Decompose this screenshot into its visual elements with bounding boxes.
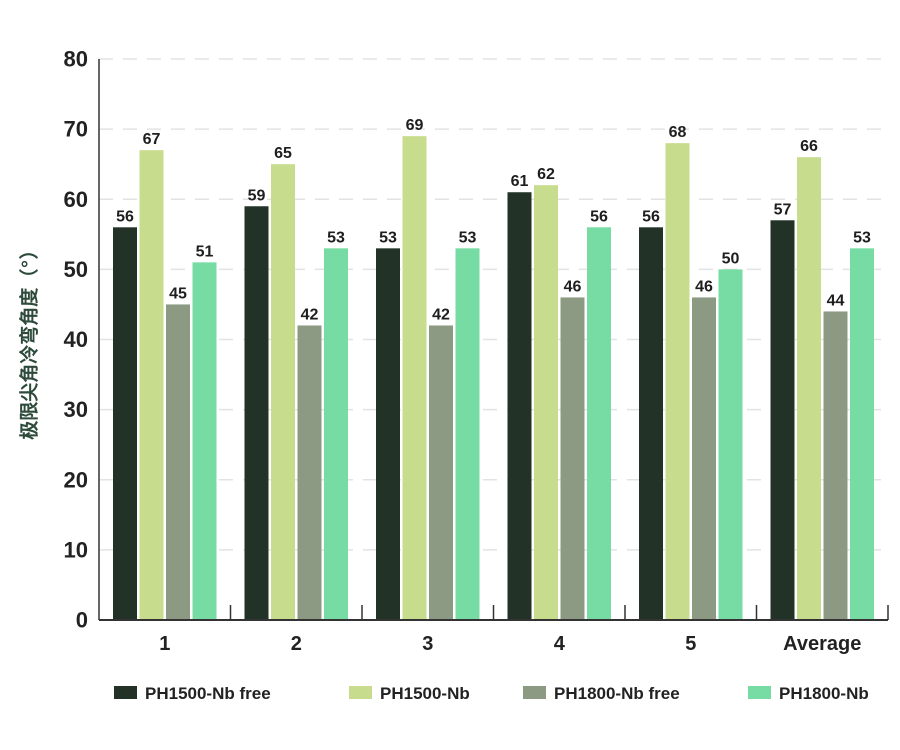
- data-label: 69: [406, 117, 424, 134]
- legend-swatch: [748, 686, 771, 699]
- y-tick-label: 0: [76, 608, 88, 633]
- bar: [534, 185, 558, 620]
- axes: [98, 59, 889, 621]
- data-label: 45: [169, 285, 187, 302]
- bar: [297, 325, 322, 620]
- bar: [797, 157, 821, 621]
- data-label: 42: [301, 306, 319, 323]
- data-label: 65: [274, 145, 292, 162]
- y-tick-label: 40: [64, 327, 88, 352]
- data-label: 57: [774, 201, 792, 218]
- bar: [507, 192, 532, 621]
- data-labels: 56 67 45 51 59 65 42 53 53 69 42 53 61 62 46 56 56 68 46 50…: [116, 117, 871, 323]
- y-tick-label: 20: [64, 467, 88, 492]
- bar: [376, 248, 400, 620]
- bar: [665, 143, 690, 620]
- bar: [639, 227, 663, 621]
- bar: [192, 262, 217, 620]
- data-label: 53: [379, 229, 397, 246]
- bar: [139, 150, 164, 620]
- y-tick-label: 50: [64, 257, 88, 282]
- data-label: 42: [432, 306, 450, 323]
- bar: [402, 136, 427, 620]
- data-label: 46: [564, 278, 582, 295]
- bar: [429, 325, 453, 620]
- category-labels: 1 2 3 4 5 Average: [159, 633, 861, 655]
- data-label: 56: [590, 208, 608, 225]
- bars: [113, 136, 874, 621]
- y-tick-label: 10: [64, 537, 88, 562]
- legend: PH1500-Nb free PH1500-Nb PH1800-Nb free PH1…: [114, 684, 869, 703]
- data-label: 50: [722, 250, 740, 267]
- data-label: 67: [143, 131, 161, 148]
- gridlines: [99, 58, 888, 551]
- category-label: 4: [554, 633, 566, 655]
- category-label: 5: [685, 633, 696, 655]
- legend-swatch: [523, 686, 546, 699]
- category-label: Average: [783, 633, 861, 655]
- data-label: 62: [537, 166, 555, 183]
- y-axis-label: 极限尖角冷弯角度（°）: [18, 240, 41, 440]
- bar: [244, 206, 269, 620]
- category-label: 2: [291, 633, 302, 655]
- data-label: 56: [642, 208, 660, 225]
- y-tick-label: 60: [64, 187, 88, 212]
- data-label: 61: [511, 173, 529, 190]
- category-label: 3: [422, 633, 433, 655]
- bar: [113, 227, 137, 621]
- data-label: 68: [669, 124, 687, 141]
- data-label: 53: [853, 229, 871, 246]
- bar: [560, 297, 585, 620]
- bar: [850, 248, 874, 620]
- data-label: 53: [459, 229, 477, 246]
- data-label: 66: [800, 138, 818, 155]
- y-tick-label: 80: [64, 47, 88, 72]
- legend-label: PH1800-Nb free: [554, 684, 680, 703]
- bar: [271, 164, 295, 620]
- bar: [455, 248, 480, 620]
- data-label: 59: [248, 187, 266, 204]
- y-tick-label: 70: [64, 117, 88, 142]
- bar: [166, 304, 190, 620]
- y-axis-ticks: 0 10 20 30 40 50 60 70 80: [64, 47, 88, 633]
- legend-label: PH1500-Nb free: [145, 684, 271, 703]
- data-label: 44: [827, 292, 845, 309]
- bar: [692, 297, 716, 620]
- data-label: 53: [327, 229, 345, 246]
- legend-swatch: [114, 686, 137, 699]
- legend-label: PH1500-Nb: [380, 684, 470, 703]
- bar: [770, 220, 795, 620]
- bar: [823, 311, 848, 620]
- legend-swatch: [349, 686, 372, 699]
- category-label: 1: [159, 633, 170, 655]
- data-label: 51: [196, 243, 214, 260]
- bar: [718, 269, 743, 620]
- data-label: 56: [116, 208, 134, 225]
- legend-label: PH1800-Nb: [779, 684, 869, 703]
- bar: [587, 227, 611, 621]
- data-label: 46: [695, 278, 713, 295]
- y-tick-label: 30: [64, 397, 88, 422]
- bar: [324, 248, 348, 620]
